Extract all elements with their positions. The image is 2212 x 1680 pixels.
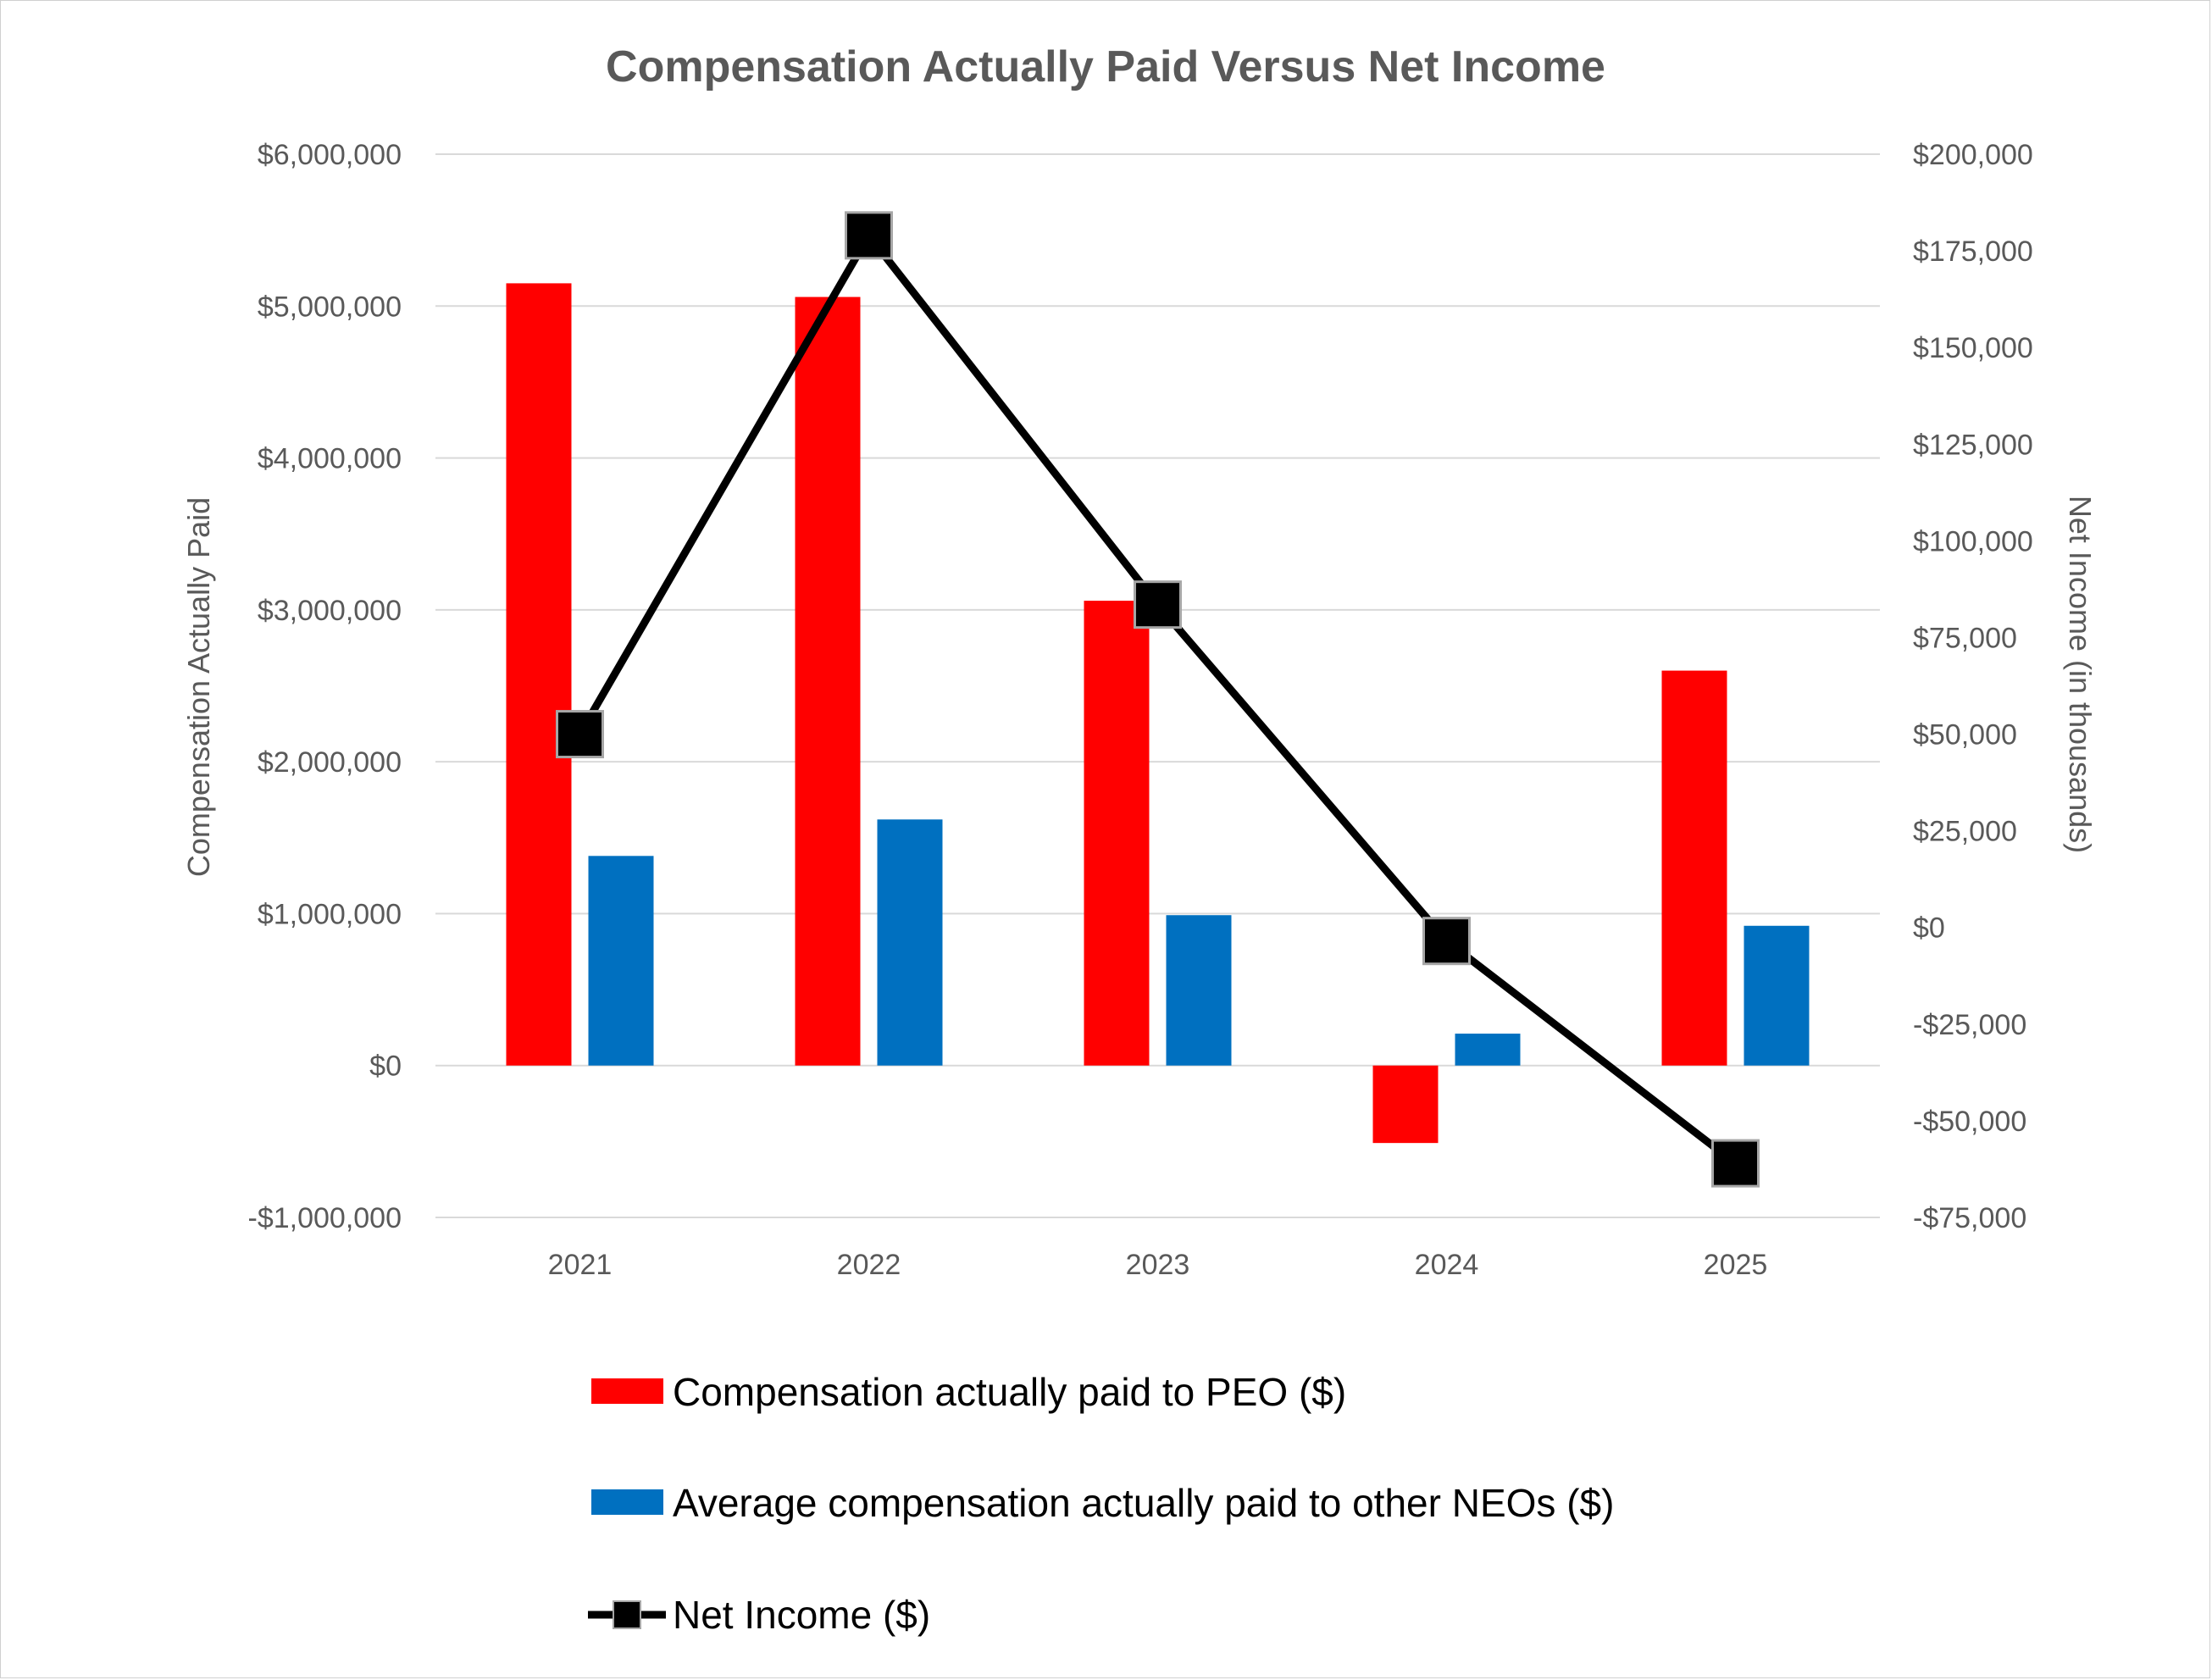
legend-swatch [591,1378,663,1404]
bar-peo-2022 [795,297,861,1066]
right-tick-label: $25,000 [1913,816,2017,848]
net-income-marker-2025 [1711,1139,1760,1188]
left-tick-label: $0 [369,1051,402,1083]
x-tick-label: 2021 [548,1249,613,1281]
bar-neo-2021 [588,856,654,1066]
chart-title: Compensation Actually Paid Versus Net In… [606,42,1605,91]
right-tick-label: $100,000 [1913,525,2033,557]
bar-peo-2025 [1661,670,1727,1066]
net-income-marker-2021 [556,710,604,759]
legend-marker-swatch [613,1600,641,1629]
right-tick-label: $200,000 [1913,139,2033,171]
x-axis-ticks: 2021 2022 2023 2024 2025 [548,1249,1768,1281]
bar-neo-2022 [877,819,943,1066]
net-income-marker-2022 [845,211,893,260]
right-tick-label: $125,000 [1913,429,2033,461]
right-tick-label: $75,000 [1913,622,2017,654]
net-income-marker-2023 [1134,580,1182,629]
left-tick-label: $2,000,000 [258,746,402,779]
x-tick-label: 2022 [837,1249,901,1281]
right-tick-label: -$50,000 [1913,1106,2026,1138]
left-tick-label: -$1,000,000 [248,1202,402,1234]
left-tick-label: $5,000,000 [258,291,402,323]
right-axis-ticks: -$75,000 -$50,000 -$25,000 $0 $25,000 $50,000… [1913,139,2033,1234]
right-tick-label: -$75,000 [1913,1202,2026,1234]
left-tick-label: $1,000,000 [258,898,402,930]
bar-peo-2023 [1084,601,1150,1066]
left-tick-label: $3,000,000 [258,595,402,627]
x-tick-label: 2024 [1415,1249,1479,1281]
legend-label: Compensation actually paid to PEO ($) [673,1370,1346,1414]
right-tick-label: $50,000 [1913,719,2017,751]
left-axis-ticks: -$1,000,000 $0 $1,000,000 $2,000,000 $3,000,… [248,139,402,1234]
legend: Compensation actually paid to PEO ($) Ave… [588,1370,1614,1637]
legend-swatch [591,1489,663,1515]
left-axis-title: Compensation Actually Paid [181,497,216,877]
left-tick-label: $6,000,000 [258,139,402,171]
bars [506,283,1810,1144]
left-tick-label: $4,000,000 [258,443,402,475]
bar-peo-2021 [506,283,572,1066]
legend-label: Average compensation actually paid to ot… [673,1481,1614,1525]
right-tick-label: $150,000 [1913,332,2033,364]
net-income-line [556,211,1760,1188]
legend-label: Net Income ($) [673,1593,930,1637]
right-tick-label: $175,000 [1913,236,2033,268]
right-tick-label: -$25,000 [1913,1009,2026,1041]
bar-neo-2023 [1166,915,1232,1066]
bar-neo-2024 [1455,1034,1521,1066]
x-tick-label: 2023 [1126,1249,1190,1281]
bar-neo-2025 [1744,925,1810,1066]
net-income-marker-2024 [1422,917,1471,966]
net-income-polyline [576,231,1738,1167]
right-tick-label: $0 [1913,912,1945,945]
x-tick-label: 2025 [1704,1249,1768,1281]
right-axis-title: Net Income (in thousands) [2063,496,2098,853]
bar-peo-2024 [1372,1065,1439,1144]
